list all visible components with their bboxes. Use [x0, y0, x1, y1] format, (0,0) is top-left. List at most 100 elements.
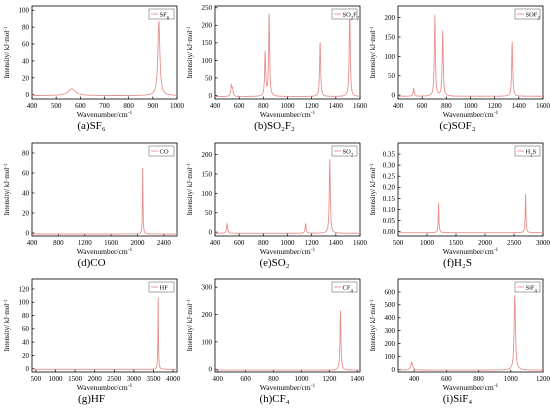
- chart-panel-d: 400 800 1200 1600 2000 2400 0 20 40 60 80 Wavenumbe…: [3, 142, 178, 256]
- x-tick-label: 400: [213, 375, 224, 383]
- y-axis-title: Intensity/ kJ·mol-1: [186, 299, 195, 351]
- x-tick-label: 1400: [329, 239, 344, 247]
- x-tick-label: 800: [53, 239, 64, 247]
- y-tick-label: 0.35: [383, 150, 396, 158]
- y-tick-label: 0: [26, 365, 30, 373]
- spectrum-line: [32, 21, 178, 96]
- x-tick-label: 1400: [329, 102, 344, 110]
- x-axis-title: Wavenumber/cm-1: [77, 247, 133, 256]
- spectrum-line: [215, 159, 360, 234]
- x-tick-label: 800: [473, 375, 484, 383]
- y-tick-label: 50: [205, 74, 213, 82]
- y-tick-label: 150: [202, 170, 213, 178]
- y-tick-label: 40: [22, 189, 30, 197]
- spectrum-line: [398, 15, 543, 97]
- caption-e: (e)SO₂: [259, 257, 290, 269]
- y-tick-label: 100: [202, 190, 213, 198]
- x-axis-title: Wavenumber/cm-1: [443, 110, 499, 119]
- y-tick-label: 80: [22, 24, 30, 32]
- y-tick-label: 50: [205, 209, 213, 217]
- y-tick-label: 0: [392, 366, 396, 374]
- spectrum-line: [32, 167, 177, 235]
- x-tick-label: 600: [234, 239, 245, 247]
- y-axis-title: Intensity/ kJ·mol-1: [186, 26, 195, 78]
- legend: H2S: [514, 145, 541, 159]
- caption-c: (c)SOF₂: [439, 120, 476, 132]
- y-axis-title: Intensity/ kJ·mol-1: [369, 299, 378, 351]
- plot-frame: [31, 278, 178, 373]
- x-tick-label: 1200: [78, 239, 93, 247]
- legend-label: SiF4: [526, 285, 538, 295]
- x-tick-label: 1000: [170, 102, 185, 110]
- y-tick-label: 500: [385, 301, 396, 309]
- y-tick-label: 0.00: [383, 228, 396, 236]
- x-tick-label: 400: [409, 375, 420, 383]
- x-tick-label: 1000: [464, 102, 479, 110]
- caption-a: (a)SF₆: [77, 120, 106, 132]
- y-tick-label: 20: [22, 209, 30, 217]
- y-tick-label: 0: [209, 366, 213, 374]
- x-tick-label: 1600: [353, 239, 368, 247]
- y-tick-label: 200: [202, 151, 213, 159]
- chart-panel-e: 400 600 800 1000 1200 1400 1600 0 50 100 150 200 Wav…: [186, 142, 368, 256]
- chart-panel-f: 500 1000 1500 2000 2500 3000 0.00 0.05 0.10 0.15 0…: [369, 142, 550, 256]
- y-tick-label: 60: [22, 169, 30, 177]
- y-tick-label: 100: [202, 338, 213, 346]
- x-tick-label: 500: [31, 375, 42, 383]
- plot-frame: [397, 142, 544, 237]
- y-tick-label: 0.10: [383, 206, 396, 214]
- x-tick-label: 1400: [350, 375, 365, 383]
- chart-panel-g: 500 1000 1500 2000 2500 3000 3500 4000 0 20 40 60 80…: [3, 278, 181, 392]
- y-axis-title: Intensity/ kJ·mol-1: [3, 26, 12, 78]
- x-tick-label: 400: [210, 102, 221, 110]
- y-tick-label: 250: [202, 4, 213, 12]
- legend: CO: [148, 145, 175, 157]
- legend: SO2: [331, 145, 358, 158]
- x-tick-label: 1000: [281, 239, 296, 247]
- x-tick-label: 2000: [88, 375, 103, 383]
- x-tick-label: 1200: [536, 375, 550, 383]
- caption-b: (b)SO₂F₂: [254, 120, 295, 132]
- legend-label: SF6: [160, 12, 170, 22]
- x-tick-label: 400: [27, 102, 38, 110]
- x-tick-label: 1000: [420, 239, 435, 247]
- x-axis-title: Wavenumber/cm-1: [260, 383, 316, 392]
- caption-d: (d)CO: [77, 257, 106, 269]
- y-tick-label: 60: [22, 325, 30, 333]
- x-tick-label: 400: [393, 102, 404, 110]
- plot-frame: [214, 142, 361, 237]
- legend-label: H2S: [526, 149, 537, 159]
- x-tick-label: 2000: [130, 239, 145, 247]
- chart-panel-a: 400 500 600 700 800 900 1000 0 20 40 60 80 100 Wavenu…: [3, 5, 185, 119]
- y-tick-label: 20: [22, 352, 30, 360]
- x-tick-label: 800: [268, 375, 279, 383]
- x-tick-label: 600: [417, 102, 428, 110]
- y-tick-label: 40: [22, 339, 30, 347]
- x-tick-label: 2500: [107, 375, 122, 383]
- y-tick-label: 150: [202, 39, 213, 47]
- legend-label: SOF2: [526, 12, 541, 22]
- y-tick-label: 0: [209, 229, 213, 237]
- y-tick-label: 200: [385, 14, 396, 22]
- legend: SiF4: [514, 281, 541, 295]
- y-tick-label: 300: [385, 327, 396, 335]
- x-tick-label: 600: [441, 375, 452, 383]
- y-axis-title: Intensity/ kJ·mol-1: [3, 299, 12, 351]
- y-tick-label: 0: [392, 92, 396, 100]
- x-tick-label: 1200: [305, 102, 320, 110]
- spectrum-line: [398, 193, 543, 234]
- legend: SO2F2: [331, 8, 360, 21]
- y-tick-label: 60: [22, 40, 30, 48]
- plot-frame: [397, 278, 544, 373]
- x-tick-label: 1000: [49, 375, 64, 383]
- x-tick-label: 900: [148, 102, 159, 110]
- x-axis-title: Wavenumber/cm-1: [260, 110, 316, 119]
- x-tick-label: 1200: [322, 375, 337, 383]
- x-tick-label: 800: [123, 102, 134, 110]
- y-tick-label: 20: [22, 74, 30, 82]
- y-tick-label: 200: [385, 340, 396, 348]
- y-tick-label: 0.15: [383, 195, 396, 203]
- x-tick-label: 1600: [353, 102, 368, 110]
- x-tick-label: 600: [75, 102, 86, 110]
- y-tick-label: 80: [22, 149, 30, 157]
